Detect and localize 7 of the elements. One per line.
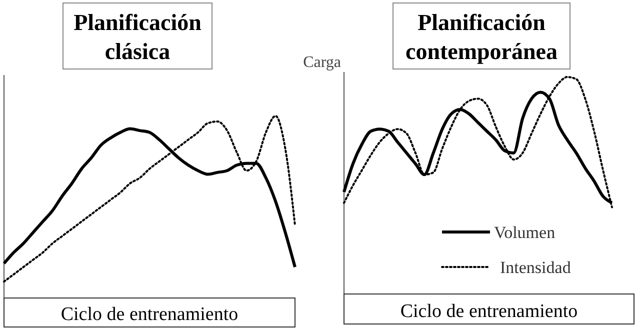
x-axis-title: Ciclo de entrenamiento — [400, 301, 578, 322]
x-axis-title: Ciclo de entrenamiento — [60, 304, 238, 325]
legend-label: Intensidad — [500, 258, 572, 277]
chart-title: Planificación contemporánea — [405, 10, 558, 64]
y-axis-title: Carga — [303, 54, 341, 71]
legend-label: Volumen — [494, 223, 556, 242]
chart-title: Planificación clásica — [74, 10, 202, 64]
